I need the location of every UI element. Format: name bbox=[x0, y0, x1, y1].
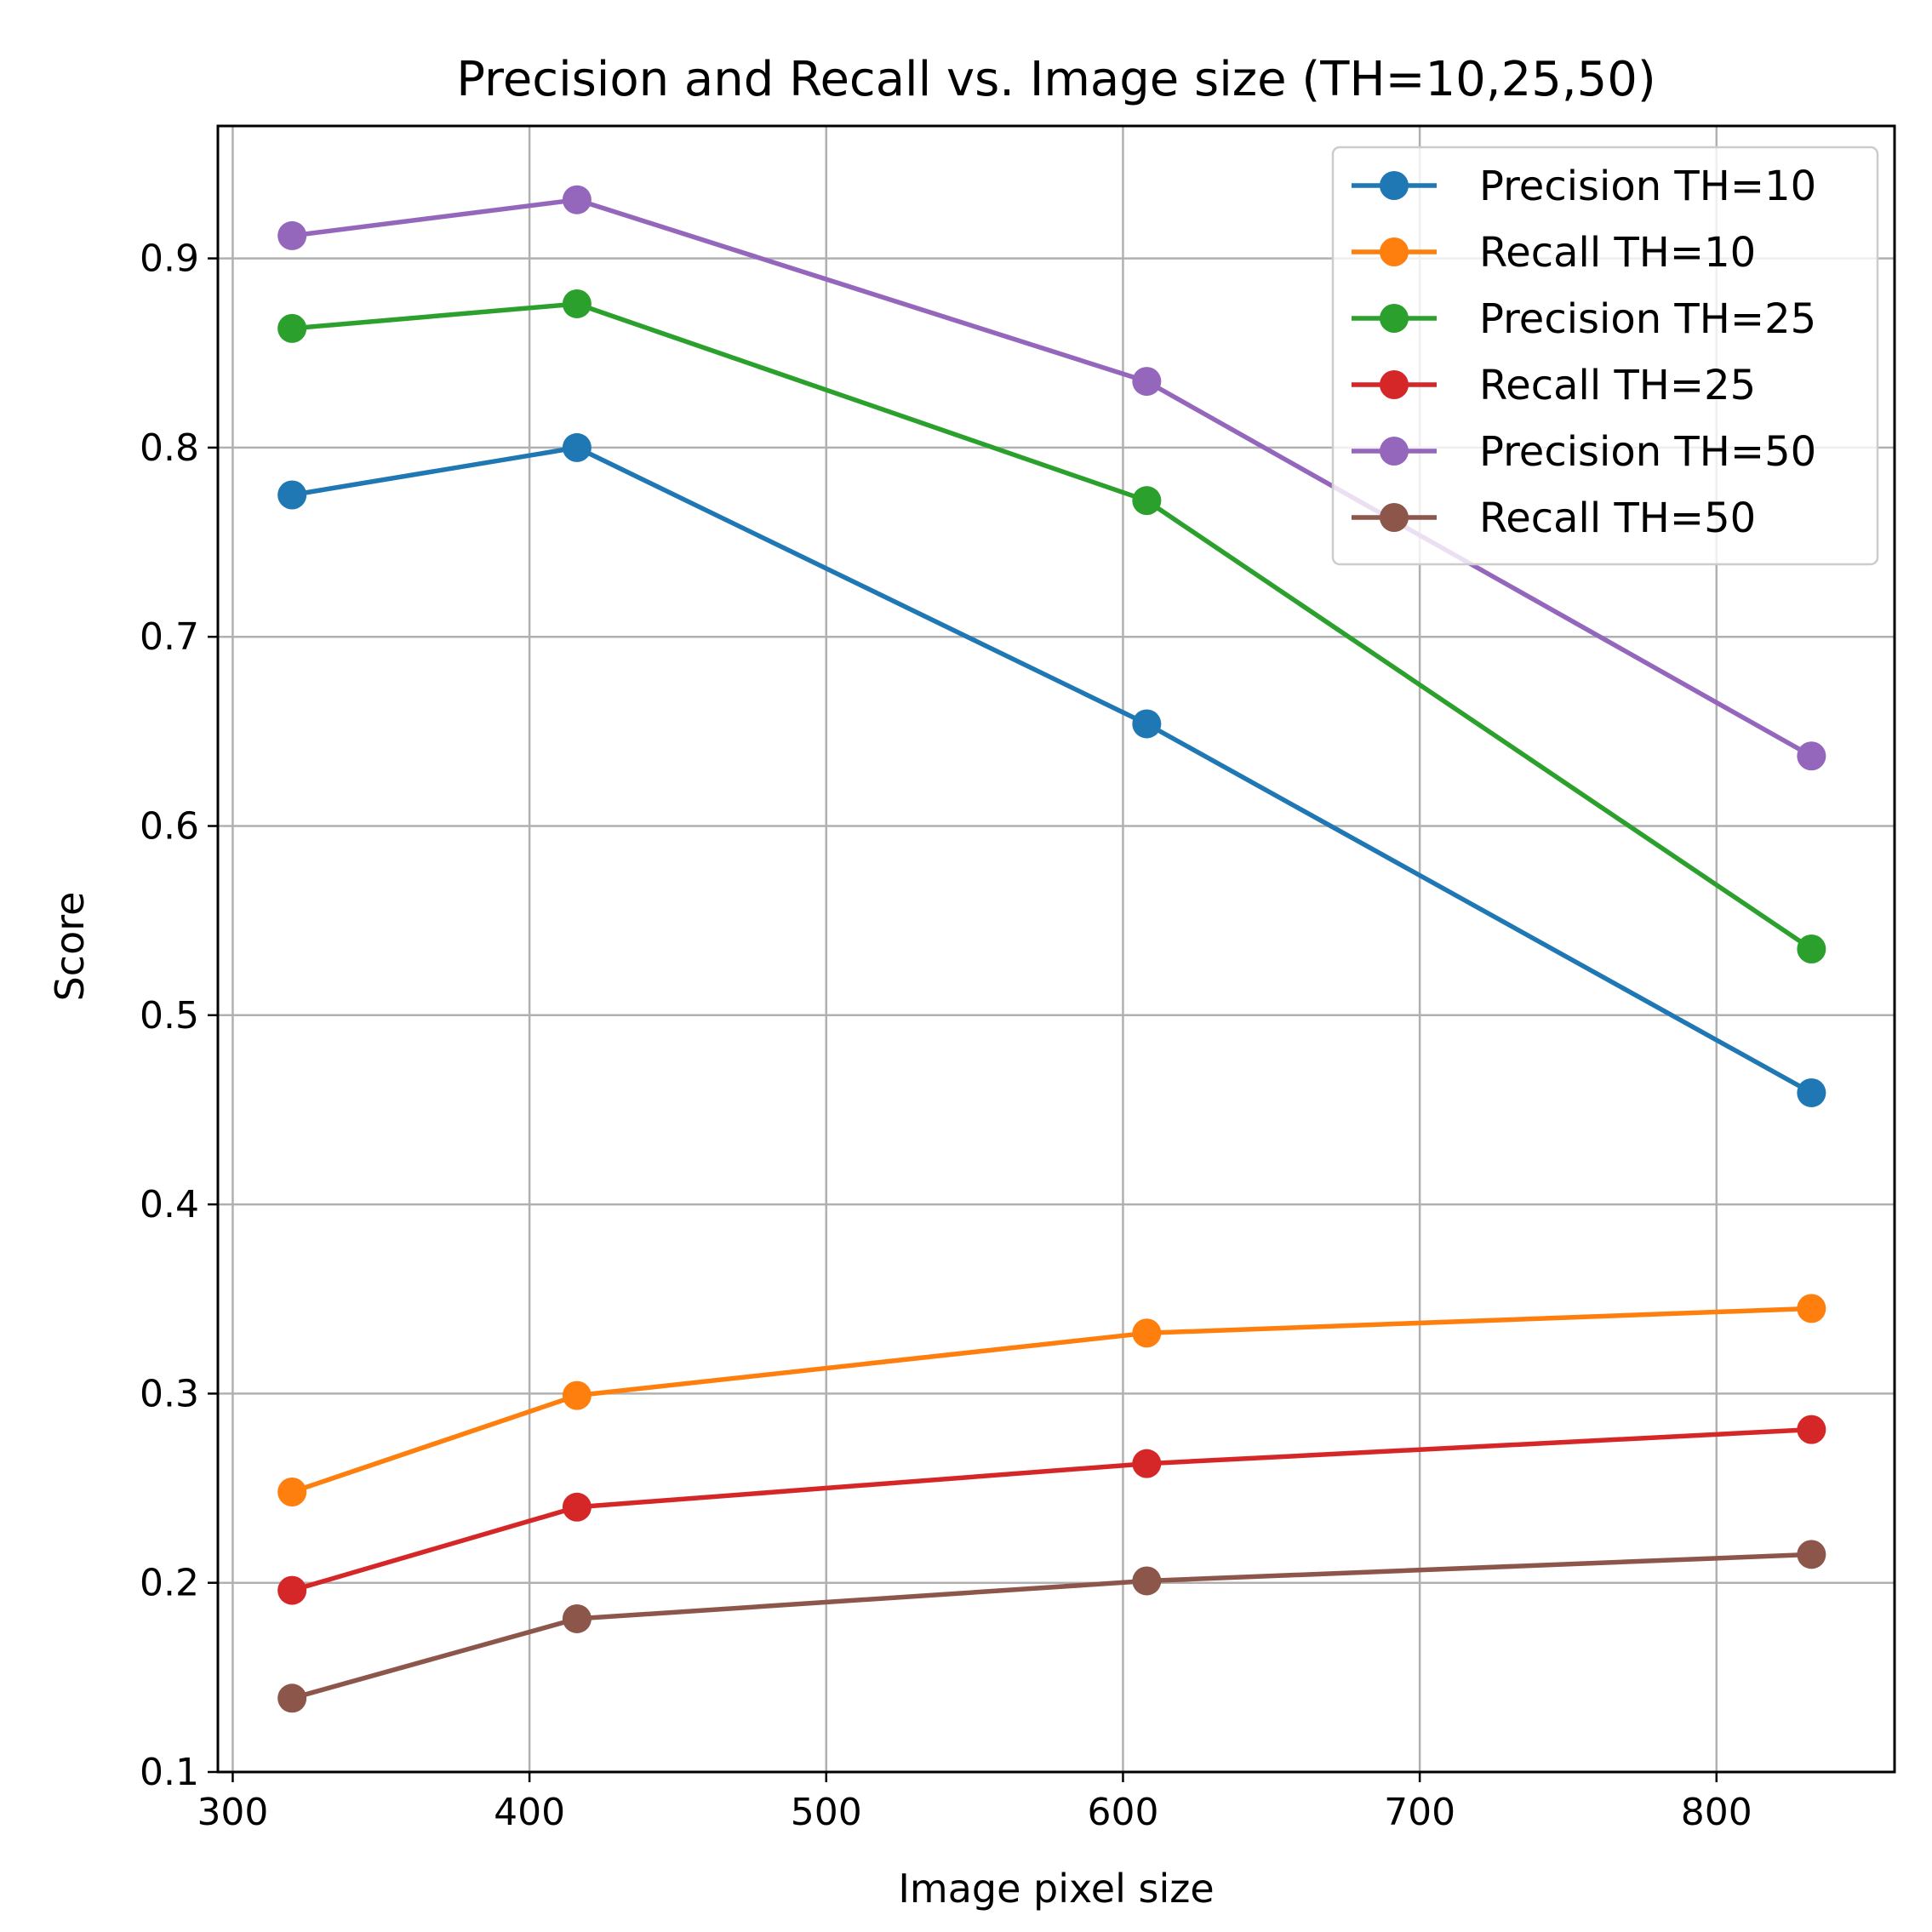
y-tick-label: 0.5 bbox=[140, 994, 199, 1037]
data-point bbox=[562, 1492, 592, 1522]
legend-label: Precision TH=10 bbox=[1479, 163, 1816, 210]
data-point bbox=[277, 1575, 307, 1605]
data-point bbox=[277, 220, 307, 250]
data-point bbox=[1132, 1318, 1162, 1348]
data-point bbox=[1797, 1540, 1826, 1569]
data-point bbox=[277, 480, 307, 510]
legend-label: Recall TH=50 bbox=[1479, 494, 1756, 542]
legend-label: Precision TH=25 bbox=[1479, 295, 1816, 343]
data-point bbox=[277, 313, 307, 343]
y-tick-label: 0.3 bbox=[140, 1372, 199, 1415]
series-line bbox=[291, 1552, 1812, 1701]
series-recall-th-10 bbox=[277, 1294, 1826, 1506]
axis-ticks: 300 400 500 600 700 800 0.1 0.2 0.3 0.4 0.5 0.6 0.7 0… bbox=[140, 237, 1752, 1834]
series-recall-th-25 bbox=[277, 1415, 1826, 1605]
legend-item: Recall TH=10 bbox=[1352, 229, 1756, 277]
data-point bbox=[562, 289, 592, 318]
data-point bbox=[1797, 935, 1826, 963]
data-point bbox=[277, 1683, 307, 1713]
series-group bbox=[277, 185, 1826, 1713]
chart-title: Precision and Recall vs. Image size (TH=… bbox=[456, 52, 1656, 107]
data-point bbox=[277, 1477, 307, 1506]
y-tick-label: 0.4 bbox=[140, 1183, 199, 1226]
data-point bbox=[562, 432, 592, 462]
y-tick-label: 0.2 bbox=[140, 1562, 199, 1605]
legend-label: Recall TH=25 bbox=[1479, 362, 1756, 409]
x-tick-label: 500 bbox=[791, 1791, 862, 1834]
legend-box bbox=[1331, 146, 1879, 566]
legend-marker bbox=[1380, 304, 1409, 333]
series-precision-th-25 bbox=[277, 289, 1826, 963]
series-line bbox=[291, 1306, 1812, 1495]
data-point bbox=[1132, 486, 1162, 516]
series-precision-th-50 bbox=[277, 185, 1826, 771]
y-tick-label: 0.1 bbox=[140, 1751, 199, 1794]
data-point bbox=[1797, 1415, 1826, 1444]
legend: Precision TH=10 Recall TH=10 Precision TH=… bbox=[1331, 146, 1879, 566]
legend-item: Precision TH=25 bbox=[1352, 295, 1816, 343]
x-tick-label: 300 bbox=[197, 1791, 268, 1834]
legend-item: Precision TH=50 bbox=[1352, 428, 1816, 476]
data-point bbox=[562, 1380, 592, 1410]
series-line bbox=[291, 301, 1813, 952]
legend-item: Recall TH=25 bbox=[1352, 362, 1756, 409]
series-recall-th-50 bbox=[277, 1540, 1826, 1713]
y-axis-label: Score bbox=[47, 892, 93, 1002]
y-tick-label: 0.8 bbox=[140, 426, 199, 470]
x-tick-label: 700 bbox=[1384, 1791, 1455, 1834]
x-axis-label: Image pixel size bbox=[898, 1866, 1214, 1912]
series-line bbox=[291, 1426, 1812, 1593]
legend-marker bbox=[1380, 370, 1409, 399]
y-tick-label: 0.9 bbox=[140, 237, 199, 281]
legend-marker bbox=[1380, 503, 1409, 532]
series-precision-th-10 bbox=[277, 432, 1826, 1107]
series-line bbox=[291, 197, 1813, 758]
legend-marker bbox=[1380, 171, 1409, 200]
data-point bbox=[1797, 1294, 1826, 1323]
legend-label: Recall TH=10 bbox=[1479, 229, 1756, 277]
data-point bbox=[1797, 1077, 1826, 1107]
legend-item: Recall TH=50 bbox=[1352, 494, 1756, 542]
legend-item: Precision TH=10 bbox=[1352, 163, 1816, 210]
plot-frame bbox=[216, 124, 1896, 1774]
data-point bbox=[562, 185, 592, 214]
data-point bbox=[1132, 1566, 1162, 1596]
data-point bbox=[1132, 367, 1162, 397]
data-point bbox=[1132, 1449, 1162, 1478]
data-point bbox=[1132, 709, 1162, 739]
y-tick-label: 0.7 bbox=[140, 615, 199, 659]
x-tick-label: 600 bbox=[1087, 1791, 1158, 1834]
legend-marker bbox=[1380, 437, 1409, 466]
legend-marker bbox=[1380, 237, 1409, 266]
series-line bbox=[291, 445, 1813, 1095]
x-tick-label: 800 bbox=[1681, 1791, 1752, 1834]
legend-label: Precision TH=50 bbox=[1479, 428, 1816, 476]
y-tick-label: 0.6 bbox=[140, 805, 199, 849]
data-point bbox=[1797, 741, 1826, 771]
data-point bbox=[562, 1603, 592, 1633]
x-tick-label: 400 bbox=[494, 1791, 565, 1834]
